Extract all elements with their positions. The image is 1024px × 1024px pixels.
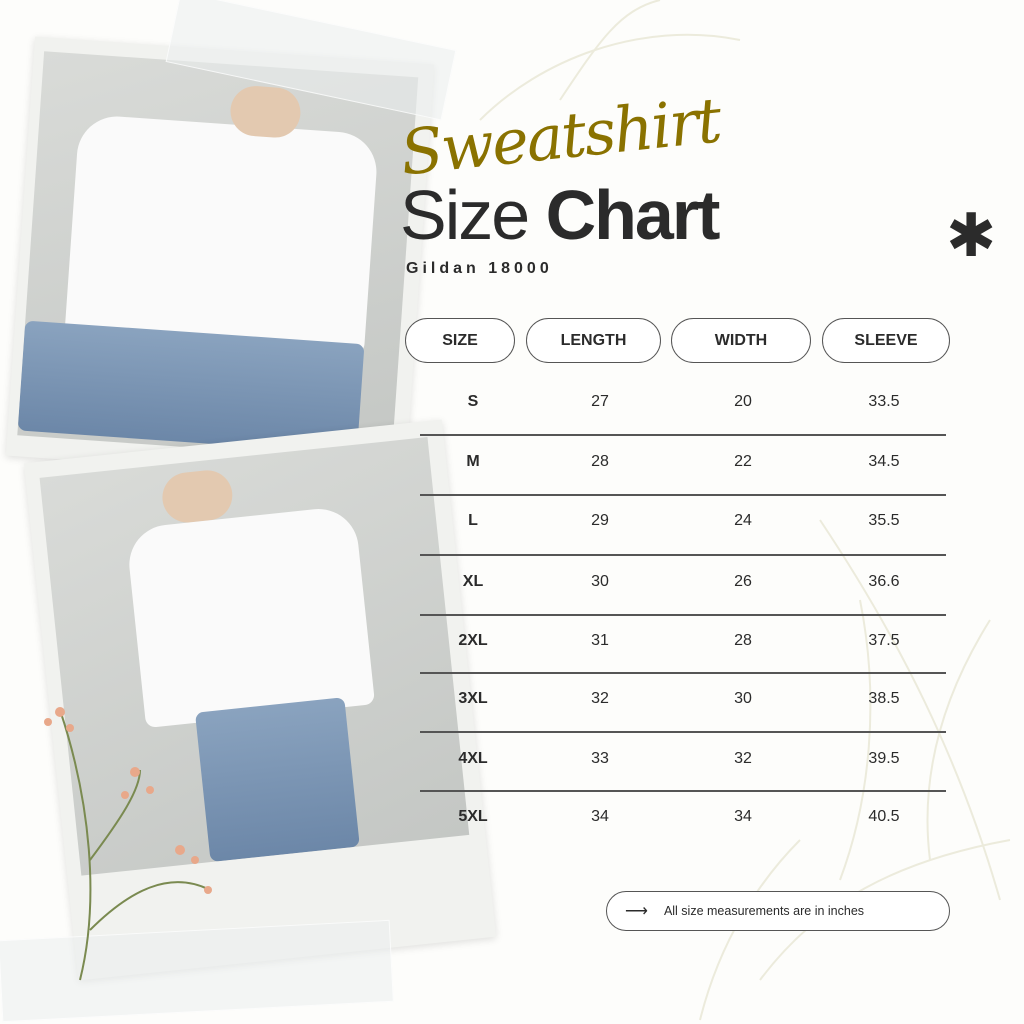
cell-width: 28 (734, 632, 752, 649)
cell-size: XL (462, 573, 484, 590)
cell-width: 32 (734, 750, 752, 767)
title-bold: Chart (545, 176, 721, 254)
cell-sleeve: 39.5 (868, 750, 900, 767)
cell-width: 34 (734, 808, 752, 825)
asterisk-icon: ✱ (946, 202, 997, 269)
cell-length: 34 (591, 808, 609, 825)
cell-length: 31 (591, 632, 609, 649)
cell-length: 27 (591, 393, 609, 410)
cell-length: 30 (591, 573, 609, 590)
row-divider (420, 434, 946, 436)
column-header-sleeve: SLEEVE (822, 318, 950, 363)
cell-width: 30 (734, 690, 752, 707)
product-subtitle: Gildan 18000 (406, 260, 553, 277)
title-light: Size (400, 176, 530, 254)
cell-sleeve: 33.5 (868, 393, 900, 410)
cell-width: 26 (734, 573, 752, 590)
cell-length: 32 (591, 690, 609, 707)
cell-sleeve: 40.5 (868, 808, 900, 825)
column-header-size: SIZE (405, 318, 515, 363)
cell-sleeve: 36.6 (868, 573, 900, 590)
cell-width: 20 (734, 393, 752, 410)
cell-size: 2XL (458, 632, 488, 649)
cell-length: 29 (591, 512, 609, 529)
row-divider (420, 790, 946, 792)
row-divider (420, 554, 946, 556)
model-photo-top (17, 51, 419, 462)
row-divider (420, 731, 946, 733)
cell-sleeve: 34.5 (868, 453, 900, 470)
cell-size: M (466, 453, 480, 470)
flower-decoration (44, 707, 212, 981)
cell-size: 5XL (458, 808, 488, 825)
cell-length: 28 (591, 453, 609, 470)
cell-sleeve: 35.5 (868, 512, 900, 529)
note-text: All size measurements are in inches (663, 904, 865, 918)
cell-size: S (467, 393, 479, 410)
cell-width: 24 (734, 512, 752, 529)
arrow-right-icon: ⟶ (625, 903, 648, 920)
row-divider (420, 614, 946, 616)
cell-size: L (468, 512, 478, 529)
row-divider (420, 494, 946, 496)
cell-size: 4XL (458, 750, 488, 767)
column-header-length: LENGTH (526, 318, 661, 363)
cell-sleeve: 38.5 (868, 690, 900, 707)
page-title: Size Chart (400, 180, 720, 250)
row-divider (420, 672, 946, 674)
cell-size: 3XL (458, 690, 488, 707)
column-header-width: WIDTH (671, 318, 811, 363)
cell-width: 22 (734, 453, 752, 470)
measurement-note: ⟶ All size measurements are in inches (606, 891, 950, 931)
cell-length: 33 (591, 750, 609, 767)
cell-sleeve: 37.5 (868, 632, 900, 649)
